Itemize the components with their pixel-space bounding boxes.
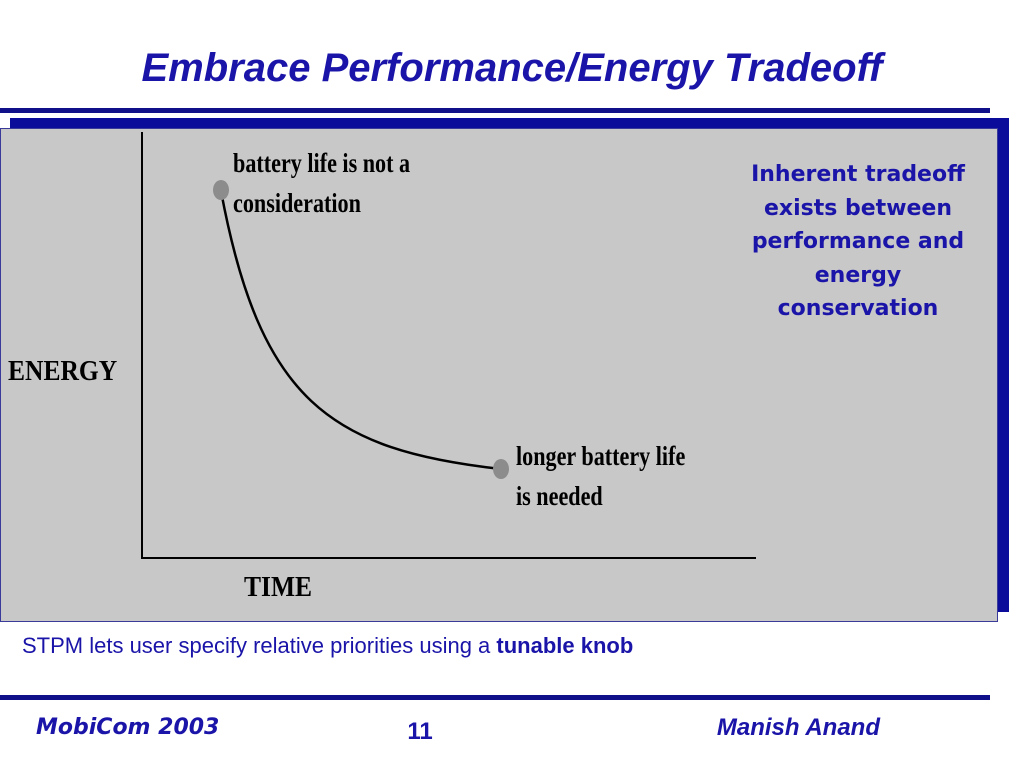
annotation-battery-not-consideration: battery life is not a consideration	[233, 143, 410, 223]
annotation-top-line-2: consideration	[233, 188, 361, 218]
annotation-bottom-line-2: is needed	[516, 481, 603, 511]
x-axis-label: TIME	[244, 571, 313, 603]
footer-conference: MobiCom 2003	[36, 715, 220, 740]
note-line: Inherent tradeoff	[751, 162, 965, 187]
footer-author: Manish Anand	[716, 714, 880, 741]
caption-emphasis: tunable knob	[496, 633, 634, 658]
note-line: conservation	[777, 296, 939, 321]
bottom-divider	[0, 695, 990, 700]
caption-text: STPM lets user specify relative prioriti…	[22, 633, 497, 658]
note-line: performance and	[751, 229, 965, 254]
annotation-top-line-1: battery life is not a	[233, 148, 411, 178]
y-axis-label: ENERGY	[8, 355, 118, 387]
note-line: energy	[814, 262, 902, 288]
tradeoff-note: Inherent tradeoff exists between perform…	[712, 158, 1004, 326]
annotation-longer-battery-life: longer battery life is needed	[516, 436, 685, 516]
footer-page-number: 11	[407, 718, 433, 745]
stpm-caption: STPM lets user specify relative prioriti…	[22, 632, 633, 660]
slide-title: Embrace Performance/Energy Tradeoff	[141, 46, 883, 90]
annotation-bottom-line-1: longer battery life	[516, 441, 686, 471]
top-divider	[0, 108, 990, 113]
note-line: exists between	[763, 195, 953, 221]
